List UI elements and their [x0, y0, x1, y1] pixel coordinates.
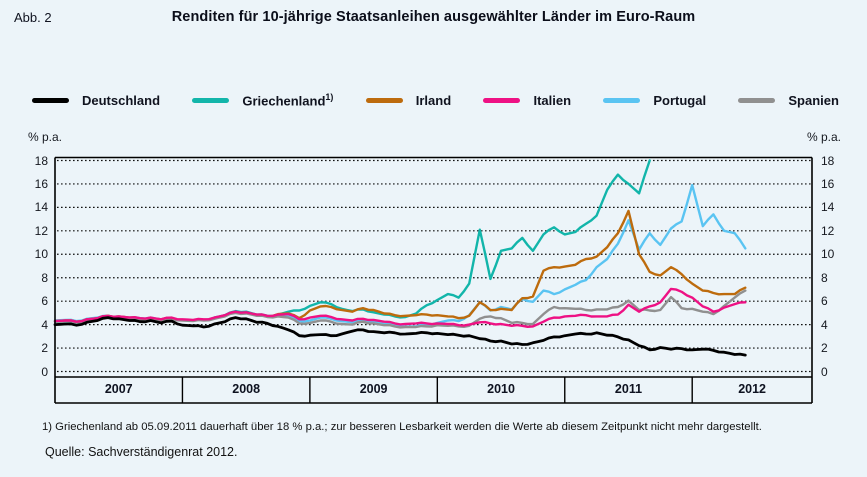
y-tick-right: 0 [821, 364, 828, 379]
x-year-label-2011: 2011 [614, 382, 643, 396]
y-tick-left: 12 [34, 223, 48, 238]
legend-item-portugal: Portugal [603, 93, 706, 108]
footnote: 1) Griechenland ab 05.09.2011 dauerhaft … [42, 421, 762, 433]
legend-label-italien: Italien [533, 92, 572, 108]
series-line-portugal [53, 183, 747, 328]
x-year-label-2009: 2009 [359, 382, 388, 396]
y-tick-left: 14 [34, 200, 48, 215]
y-axis-unit-left: % p.a. [28, 130, 63, 144]
x-year-label-2007: 2007 [104, 382, 133, 396]
y-tick-left: 8 [41, 270, 48, 285]
legend-item-irland: Irland [365, 92, 452, 108]
y-tick-left: 0 [41, 364, 48, 379]
series-line-irland [53, 209, 747, 323]
y-tick-right: 18 [821, 153, 835, 168]
y-tick-right: 2 [821, 341, 828, 356]
chart-title: Renditen für 10-jährige Staatsanleihen a… [171, 9, 696, 25]
series-line-italien [53, 287, 747, 328]
y-tick-left: 4 [41, 317, 48, 332]
x-year-label-2010: 2010 [487, 382, 515, 396]
legend-swatch-portugal [603, 97, 641, 103]
legend-label-griechenland: Griechenland1) [242, 92, 334, 109]
y-tick-right: 10 [821, 247, 835, 262]
legend-swatch-italien [483, 97, 521, 103]
y-tick-left: 16 [34, 176, 48, 191]
x-year-label-2008: 2008 [232, 382, 261, 396]
y-axis-unit-right: % p.a. [806, 130, 841, 144]
y-tick-left: 2 [41, 341, 48, 356]
legend-label-irland: Irland [415, 92, 452, 108]
legend: Deutschland Griechenland1) Irland Italien Po… [32, 92, 839, 108]
legend-swatch-spanien [738, 97, 776, 103]
y-tick-left: 18 [34, 153, 48, 168]
series-line-deutschland [53, 316, 747, 357]
legend-swatch-irland [365, 97, 403, 103]
legend-item-spanien: Spanien [738, 93, 839, 108]
y-tick-left: 10 [34, 247, 48, 262]
legend-swatch-griechenland [192, 97, 230, 103]
legend-item-italien: Italien [483, 93, 571, 108]
y-tick-left: 6 [41, 294, 48, 309]
figure-label: Abb. 2 [14, 10, 52, 25]
y-tick-right: 4 [821, 317, 828, 332]
y-tick-right: 16 [821, 176, 835, 191]
legend-item-deutschland: Deutschland [32, 93, 160, 108]
series-line-griechenland [53, 159, 651, 324]
legend-label-portugal: Portugal [653, 92, 707, 108]
source-line: Quelle: Sachverständigenrat 2012. [45, 445, 238, 459]
x-year-label-2012: 2012 [738, 382, 766, 396]
legend-swatch-deutschland [32, 97, 69, 103]
y-tick-right: 6 [821, 294, 828, 309]
legend-item-griechenland: Griechenland1) [192, 92, 333, 108]
legend-label-spanien: Spanien [788, 92, 839, 108]
y-tick-right: 8 [821, 270, 828, 285]
legend-label-deutschland: Deutschland [82, 92, 161, 108]
y-tick-right: 12 [821, 223, 835, 238]
y-tick-right: 14 [821, 200, 835, 215]
